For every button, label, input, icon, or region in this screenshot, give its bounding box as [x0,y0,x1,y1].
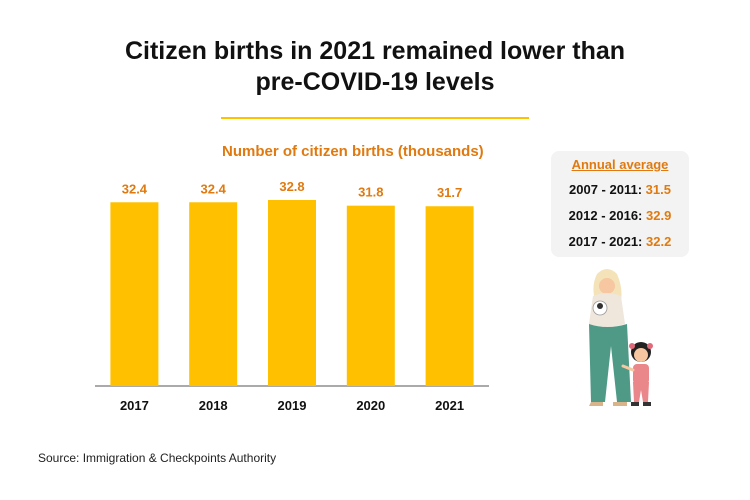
data-label-2021: 31.7 [437,185,462,200]
bar-2021 [425,206,474,386]
annual-average-period: 2012 - 2016: [568,208,643,223]
chart-title: Number of citizen births (thousands) [222,143,484,160]
page-title: Citizen births in 2021 remained lower th… [0,36,750,98]
x-tick-label-2018: 2018 [199,398,228,413]
x-tick-label-2019: 2019 [278,398,307,413]
annual-average-row: 2012 - 2016: 32.9 [551,208,689,223]
data-label-2020: 31.8 [358,185,383,200]
mother-and-child-illustration [589,269,653,406]
title-divider [221,117,529,119]
data-label-2019: 32.8 [279,179,304,194]
x-tick-label-2017: 2017 [120,398,149,413]
annual-average-value: 32.9 [646,208,672,223]
annual-average-row: 2007 - 2011: 31.5 [551,182,689,197]
title-line-2: pre-COVID-19 levels [255,68,495,96]
bar-chart: 32.4 2017 32.4 2018 32.8 2019 31.8 2020 31.7 2021 [95,179,489,413]
title-line-1: Citizen births in 2021 remained lower th… [124,37,626,65]
x-tick-label-2021: 2021 [435,398,464,413]
mother-figure [589,269,631,406]
annual-average-value: 32.2 [646,234,672,249]
source-note: Source: Immigration & Checkpoints Author… [38,451,277,465]
data-label-2017: 32.4 [122,181,148,196]
bar-2020 [346,205,395,386]
annual-average-title: Annual average [571,157,669,172]
annual-average-row: 2017 - 2021: 32.2 [551,234,689,249]
child-figure [621,342,653,406]
annual-average-period: 2007 - 2011: [569,182,643,197]
annual-average-period: 2017 - 2021: [568,234,643,249]
annual-average-panel: Annual average 2007 - 2011: 31.5 2012 - … [551,151,689,257]
annual-average-value: 31.5 [645,182,671,197]
bar-2018 [189,202,238,386]
x-tick-label-2020: 2020 [356,398,385,413]
bar-2019 [268,200,316,386]
data-label-2018: 32.4 [201,181,227,196]
bar-2017 [110,202,159,386]
